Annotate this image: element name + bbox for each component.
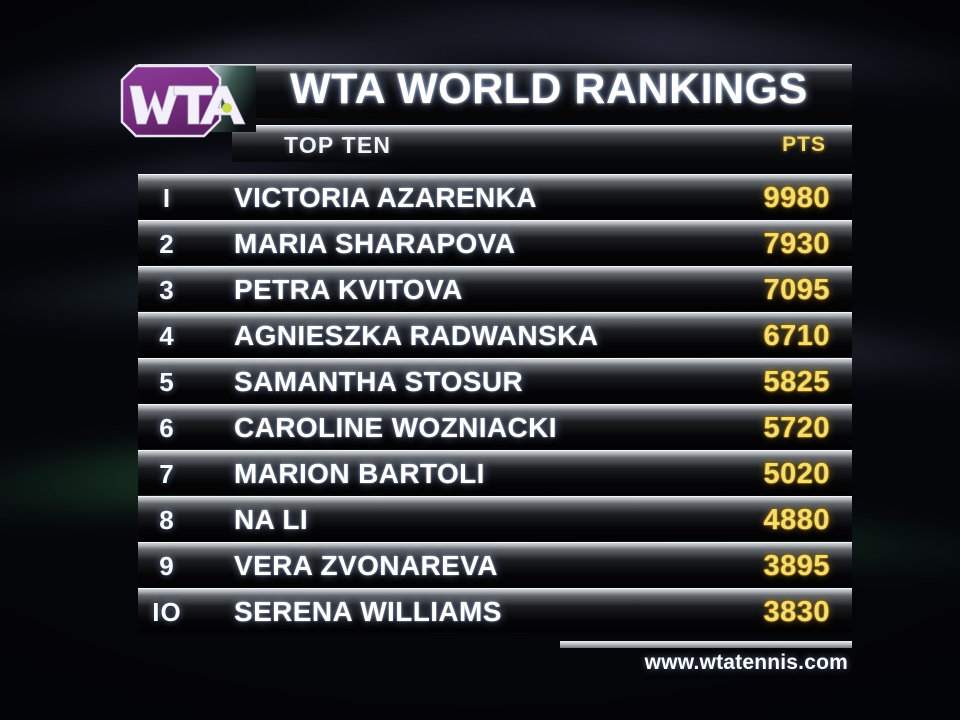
rank-number: I	[162, 183, 172, 213]
player-name: SAMANTHA STOSUR	[234, 366, 524, 397]
rank-number: 3	[159, 275, 175, 305]
rank-number: 9	[159, 551, 175, 581]
rank-number: 8	[159, 505, 175, 535]
player-name: VERA ZVONAREVA	[234, 550, 498, 581]
player-name: VICTORIA AZARENKA	[234, 182, 537, 213]
rankings-list: I VICTORIA AZARENKA 9980 2 MARIA SHARAPO…	[138, 174, 852, 634]
player-points: 4880	[763, 504, 830, 536]
player-name: MARION BARTOLI	[234, 458, 485, 489]
player-points: 5020	[763, 458, 830, 490]
player-points: 6710	[763, 320, 830, 352]
player-name: NA LI	[234, 504, 309, 535]
player-name: AGNIESZKA RADWANSKA	[234, 320, 599, 351]
header-bar-container: WTA WORLD RANKINGS	[138, 64, 852, 118]
player-points: 7095	[763, 274, 830, 306]
table-row: 6 CAROLINE WOZNIACKI 5720	[138, 404, 852, 449]
subheader-bar-container: TOP TEN PTS	[232, 125, 852, 162]
rank-number: 7	[159, 459, 175, 489]
player-points: 5720	[763, 412, 830, 444]
footer-divider	[560, 641, 852, 648]
table-row: 4 AGNIESZKA RADWANSKA 6710	[138, 312, 852, 357]
rank-number: IO	[152, 597, 182, 627]
footer: www.wtatennis.com	[560, 641, 852, 679]
table-row: 2 MARIA SHARAPOVA 7930	[138, 220, 852, 265]
website-url: www.wtatennis.com	[644, 651, 848, 674]
subheader-label: TOP TEN	[284, 132, 392, 158]
rank-number: 2	[159, 229, 175, 259]
player-name: MARIA SHARAPOVA	[234, 228, 516, 259]
tennis-ball-icon	[222, 103, 232, 113]
player-points: 9980	[763, 182, 830, 214]
table-row: 7 MARION BARTOLI 5020	[138, 450, 852, 495]
table-row: 8 NA LI 4880	[138, 496, 852, 541]
rank-number: 6	[159, 413, 175, 443]
rank-number: 4	[159, 321, 175, 351]
table-row: I VICTORIA AZARENKA 9980	[138, 174, 852, 219]
player-points: 3895	[763, 550, 830, 582]
player-name: PETRA KVITOVA	[234, 274, 463, 305]
player-name: CAROLINE WOZNIACKI	[234, 412, 557, 443]
table-row: 3 PETRA KVITOVA 7095	[138, 266, 852, 311]
rank-number: 5	[159, 367, 175, 397]
page-title: WTA WORLD RANKINGS	[290, 65, 808, 113]
player-name: SERENA WILLIAMS	[234, 596, 502, 627]
wta-logo-icon	[120, 64, 256, 138]
table-row: 5 SAMANTHA STOSUR 5825	[138, 358, 852, 403]
header-bar	[138, 64, 852, 118]
player-points: 5825	[763, 366, 830, 398]
player-points: 3830	[763, 596, 830, 628]
wta-logo	[108, 64, 258, 154]
table-row: 9 VERA ZVONAREVA 3895	[138, 542, 852, 587]
points-column-header: PTS	[782, 133, 826, 156]
subheader-bar	[232, 125, 852, 162]
player-points: 7930	[763, 228, 830, 260]
table-row: IO SERENA WILLIAMS 3830	[138, 588, 852, 633]
